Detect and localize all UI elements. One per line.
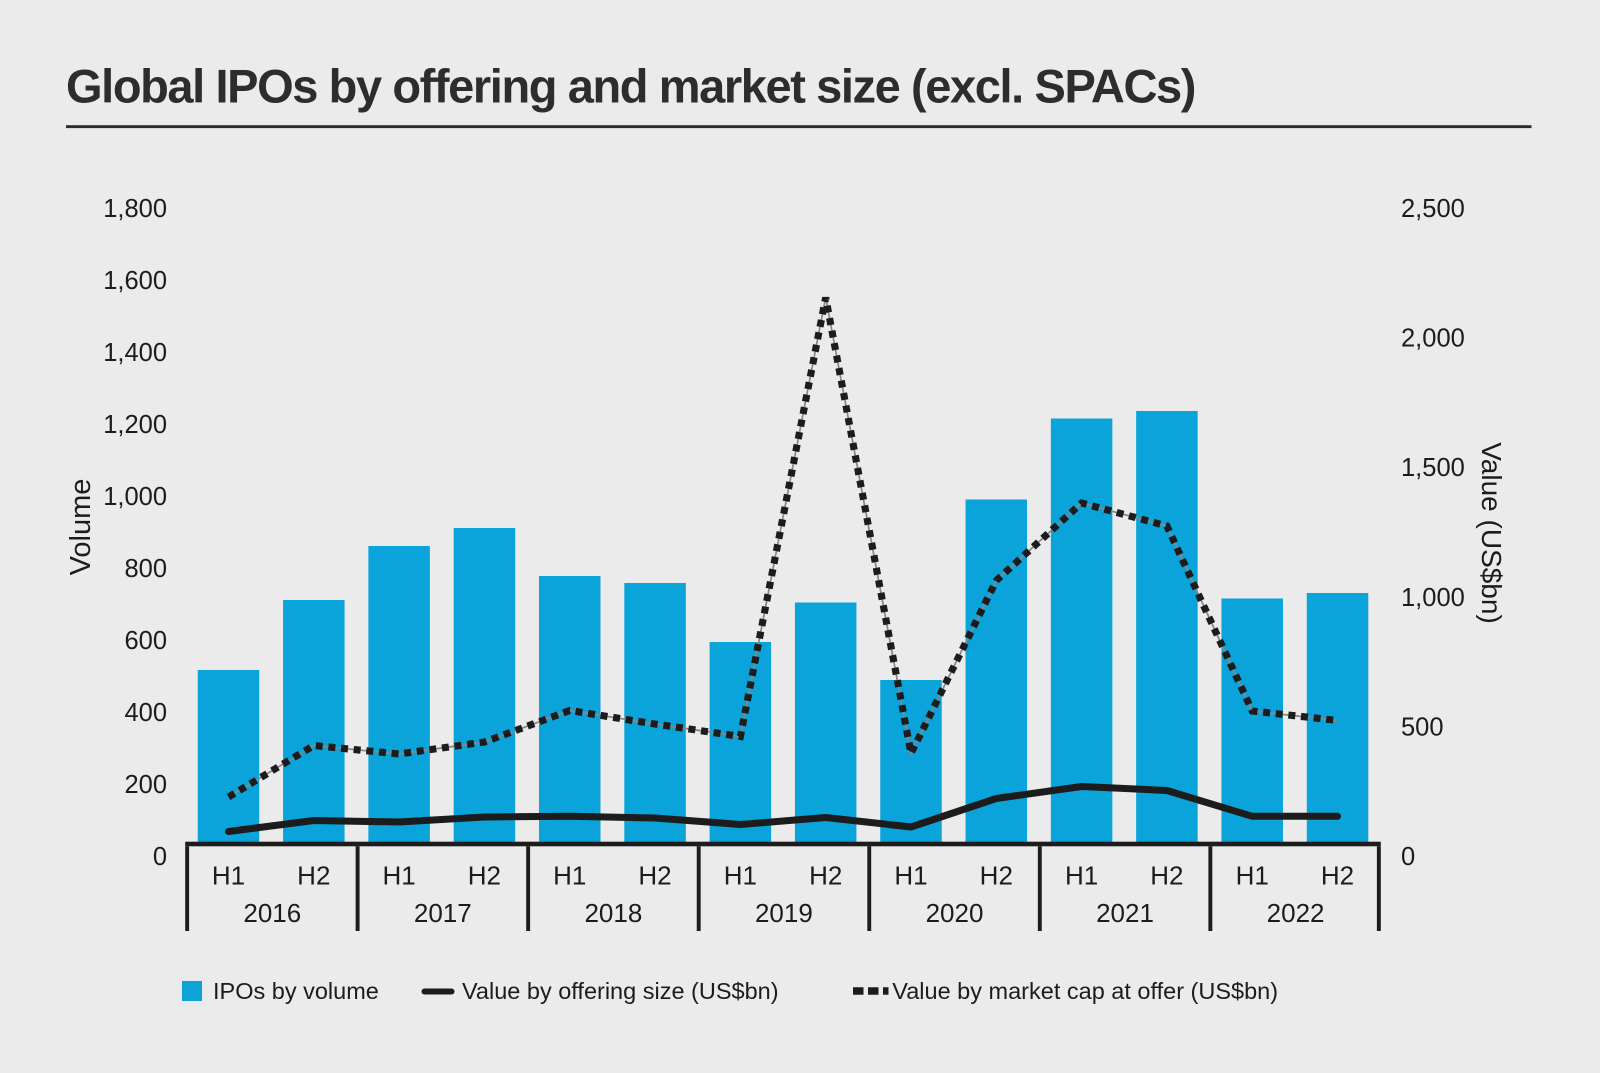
svg-text:1,400: 1,400 bbox=[103, 339, 167, 367]
svg-text:2019: 2019 bbox=[755, 898, 813, 928]
svg-text:200: 200 bbox=[124, 771, 167, 799]
svg-text:2020: 2020 bbox=[926, 898, 984, 928]
svg-text:Value by offering size (US$bn): Value by offering size (US$bn) bbox=[462, 978, 779, 1004]
svg-text:H2: H2 bbox=[1150, 861, 1183, 891]
svg-text:2017: 2017 bbox=[414, 898, 472, 928]
svg-text:500: 500 bbox=[1401, 713, 1444, 741]
svg-text:2022: 2022 bbox=[1267, 898, 1325, 928]
svg-text:H1: H1 bbox=[1236, 861, 1269, 891]
svg-text:1,500: 1,500 bbox=[1401, 454, 1465, 482]
svg-text:1,800: 1,800 bbox=[103, 195, 167, 223]
svg-text:1,200: 1,200 bbox=[103, 411, 167, 439]
svg-text:H1: H1 bbox=[724, 861, 757, 891]
svg-text:H1: H1 bbox=[894, 861, 927, 891]
svg-text:1,600: 1,600 bbox=[103, 267, 167, 295]
svg-text:2021: 2021 bbox=[1096, 898, 1154, 928]
svg-text:1,000: 1,000 bbox=[1401, 584, 1465, 612]
svg-text:H2: H2 bbox=[980, 861, 1013, 891]
svg-text:IPOs by volume: IPOs by volume bbox=[213, 978, 379, 1004]
svg-text:800: 800 bbox=[124, 555, 167, 583]
svg-text:H2: H2 bbox=[638, 861, 671, 891]
svg-text:400: 400 bbox=[124, 699, 167, 727]
svg-text:H2: H2 bbox=[468, 861, 501, 891]
svg-text:Global IPOs by offering and ma: Global IPOs by offering and market size … bbox=[66, 60, 1195, 113]
svg-text:H1: H1 bbox=[382, 861, 415, 891]
svg-text:Value (US$bn): Value (US$bn) bbox=[1476, 442, 1507, 624]
svg-text:0: 0 bbox=[1401, 843, 1415, 871]
svg-text:0: 0 bbox=[153, 843, 167, 871]
svg-text:2,000: 2,000 bbox=[1401, 325, 1465, 353]
svg-text:Value by market cap at offer (: Value by market cap at offer (US$bn) bbox=[892, 978, 1278, 1004]
svg-text:H2: H2 bbox=[809, 861, 842, 891]
svg-text:H1: H1 bbox=[1065, 861, 1098, 891]
svg-text:Volume: Volume bbox=[65, 479, 97, 576]
svg-text:H1: H1 bbox=[212, 861, 245, 891]
svg-text:2018: 2018 bbox=[584, 898, 642, 928]
svg-text:H2: H2 bbox=[1321, 861, 1354, 891]
svg-text:H1: H1 bbox=[553, 861, 586, 891]
svg-text:2016: 2016 bbox=[243, 898, 301, 928]
svg-text:2,500: 2,500 bbox=[1401, 195, 1465, 223]
svg-text:600: 600 bbox=[124, 627, 167, 655]
svg-text:H2: H2 bbox=[297, 861, 330, 891]
svg-text:1,000: 1,000 bbox=[103, 483, 167, 511]
